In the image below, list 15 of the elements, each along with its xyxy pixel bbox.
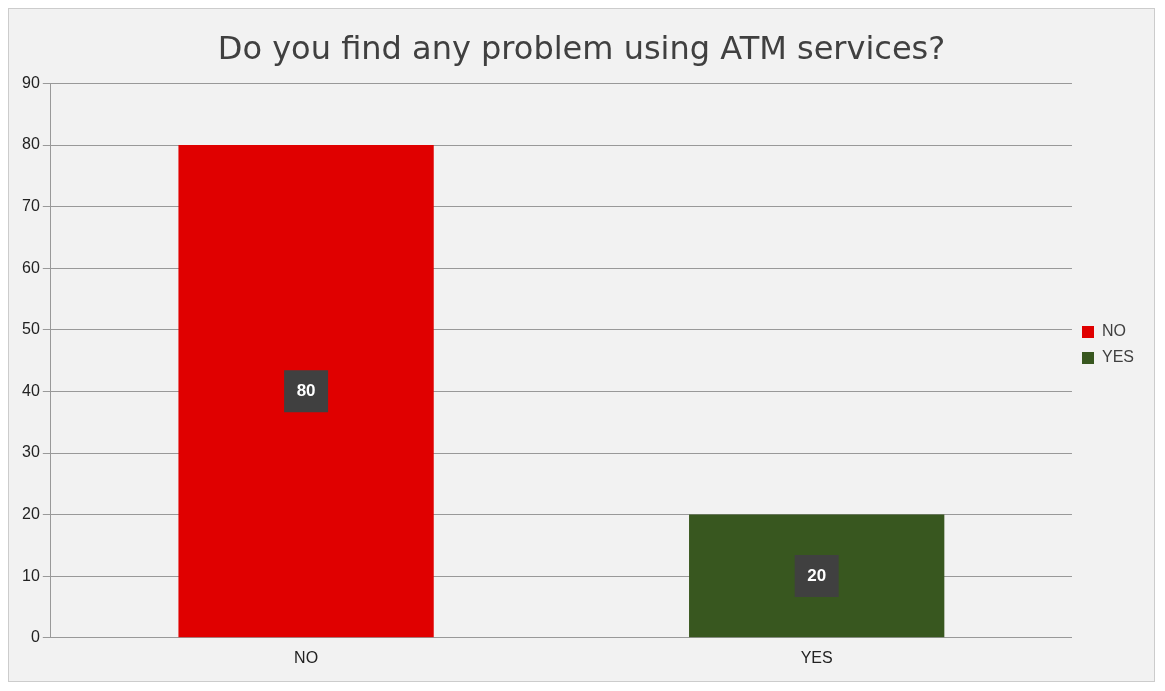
y-tick-label: 70: [22, 197, 40, 215]
legend-label: YES: [1101, 348, 1134, 366]
data-label: 80: [296, 380, 316, 400]
legend-label: NO: [1101, 322, 1126, 340]
data-label: 20: [807, 565, 827, 585]
y-tick-label: 30: [22, 443, 40, 461]
y-tick-label: 10: [22, 566, 40, 584]
chart-title: Do you find any problem using ATM services?: [217, 28, 946, 67]
y-tick-label: 40: [22, 381, 40, 399]
y-tick-label: 80: [22, 135, 40, 153]
y-tick-label: 50: [22, 320, 40, 338]
y-tick-label: 90: [22, 73, 40, 91]
y-tick-label: 60: [22, 258, 40, 276]
y-tick-label: 20: [22, 505, 40, 523]
y-tick-label: 0: [30, 628, 40, 646]
